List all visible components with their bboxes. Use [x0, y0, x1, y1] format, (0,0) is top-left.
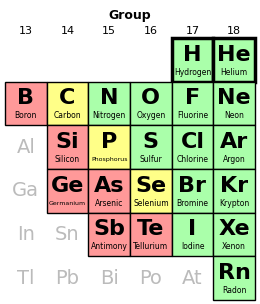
- Text: Ge: Ge: [51, 176, 84, 195]
- Bar: [88, 125, 130, 169]
- Text: Silicon: Silicon: [55, 155, 80, 164]
- Text: Sulfur: Sulfur: [139, 155, 162, 164]
- Text: F: F: [185, 88, 200, 108]
- Text: Hydrogen: Hydrogen: [174, 67, 211, 77]
- Text: Chlorine: Chlorine: [177, 155, 209, 164]
- Text: Neon: Neon: [224, 111, 244, 120]
- Text: 14: 14: [60, 26, 75, 36]
- Text: Nitrogen: Nitrogen: [93, 111, 126, 120]
- Text: 15: 15: [102, 26, 116, 36]
- Bar: [130, 82, 172, 125]
- Text: H: H: [183, 45, 202, 64]
- Text: Pb: Pb: [55, 269, 80, 288]
- Text: Antimony: Antimony: [91, 242, 128, 251]
- Bar: [47, 82, 88, 125]
- Text: Bromine: Bromine: [177, 199, 209, 208]
- Bar: [47, 125, 88, 169]
- Text: Fluorine: Fluorine: [177, 111, 208, 120]
- Text: Si: Si: [56, 132, 79, 152]
- Text: 17: 17: [185, 26, 200, 36]
- Text: Helium: Helium: [220, 67, 248, 77]
- Bar: [5, 82, 47, 125]
- Text: Argon: Argon: [223, 155, 245, 164]
- Bar: [172, 213, 213, 256]
- Text: I: I: [188, 219, 197, 239]
- Text: Arsenic: Arsenic: [95, 199, 123, 208]
- Text: Group: Group: [109, 9, 151, 22]
- Text: Sb: Sb: [93, 219, 125, 239]
- Bar: [130, 125, 172, 169]
- Text: S: S: [143, 132, 159, 152]
- Text: Oxygen: Oxygen: [136, 111, 165, 120]
- Text: Se: Se: [135, 176, 166, 195]
- Text: N: N: [100, 88, 118, 108]
- Bar: [213, 169, 255, 213]
- Text: In: In: [17, 225, 35, 244]
- Text: As: As: [94, 176, 125, 195]
- Bar: [213, 125, 255, 169]
- Text: B: B: [17, 88, 34, 108]
- Text: Phosphorus: Phosphorus: [91, 157, 127, 162]
- Text: Al: Al: [16, 138, 35, 157]
- Text: Carbon: Carbon: [54, 111, 81, 120]
- Text: Tellurium: Tellurium: [133, 242, 168, 251]
- Text: 18: 18: [227, 26, 241, 36]
- Bar: [213, 82, 255, 125]
- Bar: [213, 256, 255, 300]
- Text: 13: 13: [19, 26, 33, 36]
- Text: Boron: Boron: [15, 111, 37, 120]
- Text: Cl: Cl: [180, 132, 205, 152]
- Bar: [130, 213, 172, 256]
- Bar: [172, 169, 213, 213]
- Text: P: P: [101, 132, 117, 152]
- Bar: [88, 213, 130, 256]
- Text: Germanium: Germanium: [49, 201, 86, 206]
- Bar: [88, 82, 130, 125]
- Text: Po: Po: [139, 269, 162, 288]
- Text: Xenon: Xenon: [222, 242, 246, 251]
- Text: Rn: Rn: [218, 263, 251, 283]
- Text: Br: Br: [179, 176, 206, 195]
- Bar: [213, 38, 255, 82]
- Text: Iodine: Iodine: [181, 242, 204, 251]
- Text: Tl: Tl: [17, 269, 35, 288]
- Text: Xe: Xe: [218, 219, 250, 239]
- Bar: [47, 169, 88, 213]
- Text: At: At: [182, 269, 203, 288]
- Bar: [172, 38, 213, 82]
- Text: 16: 16: [144, 26, 158, 36]
- Bar: [130, 169, 172, 213]
- Text: Kr: Kr: [220, 176, 248, 195]
- Bar: [172, 125, 213, 169]
- Text: He: He: [217, 45, 251, 64]
- Text: O: O: [141, 88, 160, 108]
- Text: Ne: Ne: [217, 88, 251, 108]
- Text: Radon: Radon: [222, 286, 246, 295]
- Text: Te: Te: [137, 219, 165, 239]
- Text: C: C: [59, 88, 76, 108]
- Bar: [213, 213, 255, 256]
- Bar: [172, 82, 213, 125]
- Text: Sn: Sn: [55, 225, 80, 244]
- Text: Ar: Ar: [220, 132, 248, 152]
- Bar: [88, 169, 130, 213]
- Text: Selenium: Selenium: [133, 199, 169, 208]
- Text: Ga: Ga: [12, 181, 39, 200]
- Text: Bi: Bi: [100, 269, 119, 288]
- Text: Krypton: Krypton: [219, 199, 249, 208]
